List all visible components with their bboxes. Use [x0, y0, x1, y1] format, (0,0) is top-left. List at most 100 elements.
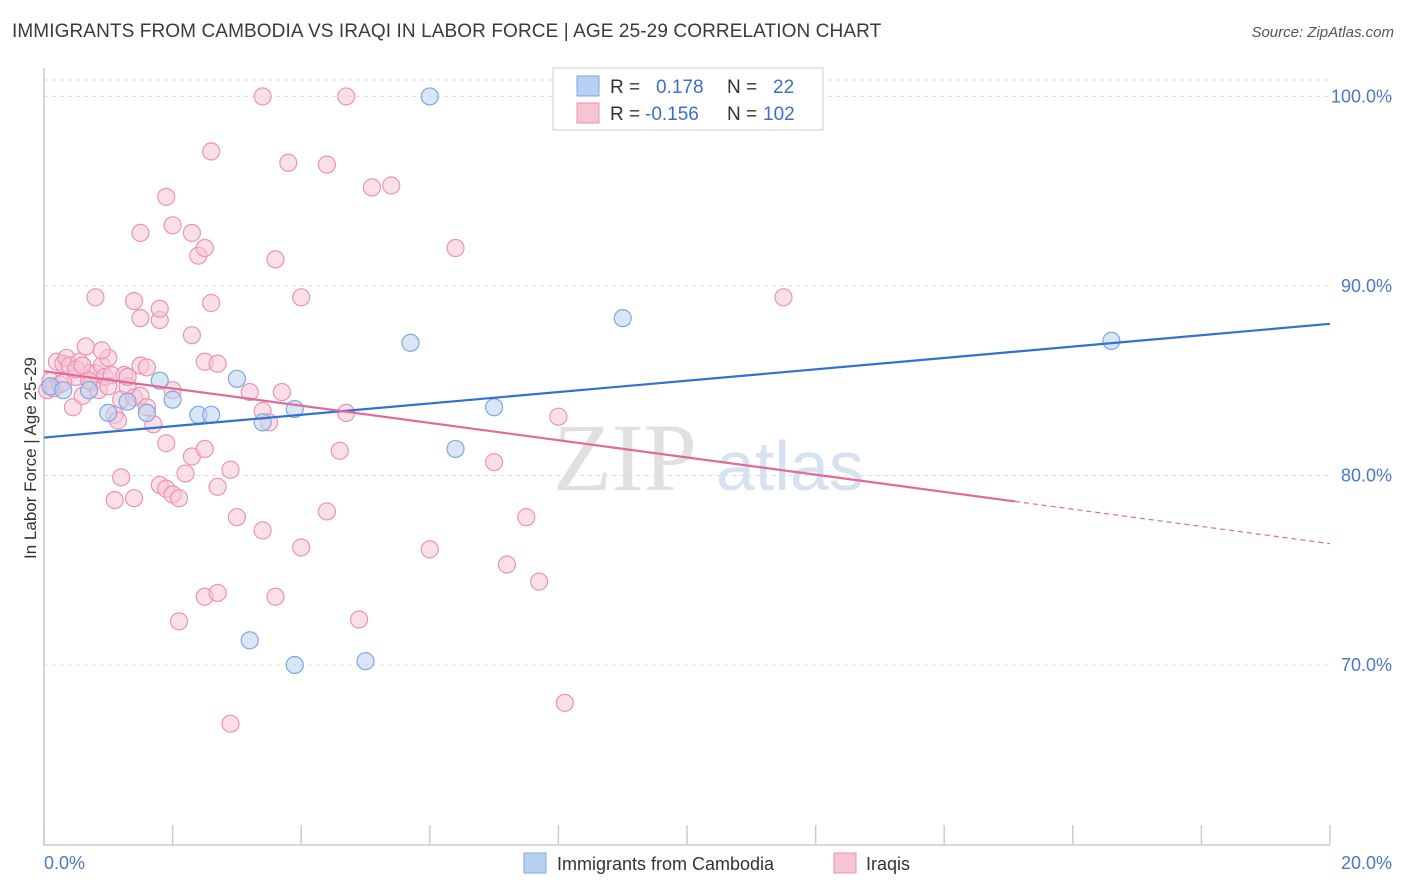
iraqis-point-97: [99, 377, 118, 396]
legend-n-value-iraqis: 102: [763, 104, 795, 125]
iraqis-point-45: [292, 288, 311, 307]
iraqis-point-90: [774, 288, 793, 307]
iraqis-point-82: [349, 610, 369, 629]
chart-title: IMMIGRANTS FROM CAMBODIA VS IRAQI IN LAB…: [12, 21, 882, 42]
iraqis-point-68: [195, 238, 214, 258]
cambodia-point-4: [118, 392, 137, 411]
watermark-atlas: atlas: [716, 427, 864, 505]
iraqis-point-84: [497, 555, 517, 574]
iraqis-trend-line: [43, 370, 1016, 503]
iraqis-point-89: [555, 693, 574, 712]
x-tick-label-max: 20.0%: [1341, 853, 1392, 873]
iraqis-point-86: [530, 572, 549, 591]
iraqis-point-51: [131, 309, 150, 328]
iraqis-point-37: [195, 439, 214, 459]
iraqis-point-74: [382, 176, 401, 195]
iraqis-point-70: [266, 250, 285, 269]
cambodia-point-2: [79, 381, 99, 400]
iraqis-point-59: [124, 489, 144, 508]
iraqis-point-69: [202, 142, 221, 161]
iraqis-point-87: [549, 407, 568, 426]
iraqis-point-40: [227, 508, 246, 527]
iraqis-point-71: [279, 153, 298, 172]
y-tick-label-100: 100.0%: [1331, 86, 1392, 106]
iraqis-point-49: [86, 288, 105, 307]
iraqis-point-62: [208, 354, 227, 373]
cambodia-trend-line: [43, 322, 1331, 439]
legend-r-value-iraqis: -0.156: [645, 104, 699, 125]
legend-n-label-cambodia: N =: [727, 77, 757, 98]
iraqis-point-66: [182, 223, 201, 242]
iraqis-point-64: [157, 187, 176, 206]
cambodia-point-14: [401, 333, 420, 352]
legend-swatch-iraqis: [576, 102, 600, 124]
iraqis-point-75: [446, 238, 465, 258]
iraqis-point-93: [337, 87, 356, 106]
iraqis-point-99: [73, 356, 92, 375]
iraqis-point-77: [266, 587, 285, 606]
iraqis-point-76: [253, 521, 272, 540]
cambodia-point-10: [227, 369, 246, 388]
iraqis-point-72: [317, 155, 337, 174]
iraqis-point-91: [221, 714, 240, 733]
series-iraqis-points: [38, 87, 793, 733]
series-legend: Immigrants from Cambodia Iraqis: [523, 852, 910, 874]
cambodia-point-7: [163, 390, 182, 409]
iraqis-point-39: [221, 460, 240, 479]
iraqis-point-38: [208, 477, 227, 496]
iraqis-point-65: [163, 216, 182, 235]
iraqis-point-96: [92, 341, 111, 360]
trend-lines: [43, 322, 1331, 545]
iraqis-point-54: [182, 326, 201, 345]
cambodia-point-11: [253, 413, 272, 432]
cambodia-point-1: [54, 381, 73, 400]
cambodia-point-13: [420, 87, 439, 106]
stats-legend: R = 0.178 N = 22 R = -0.156 N = 102: [552, 67, 824, 131]
y-tick-label-70: 70.0%: [1341, 655, 1392, 675]
legend-r-value-cambodia: 0.178: [656, 77, 704, 98]
cambodia-point-9: [202, 405, 221, 424]
x-tick-label-min: 0.0%: [44, 853, 85, 873]
cambodia-point-18: [1102, 331, 1121, 350]
legend-swatch-cambodia: [576, 75, 600, 97]
cambodia-point-6: [150, 371, 169, 390]
iraqis-point-94: [137, 358, 156, 377]
iraqis-point-41: [240, 382, 259, 402]
iraqis-point-12: [76, 337, 95, 356]
iraqis-point-53: [150, 299, 169, 318]
iraqis-point-83: [420, 540, 439, 559]
iraqis-point-44: [272, 382, 292, 402]
legend-n-value-cambodia: 22: [773, 77, 794, 98]
cambodia-point-17: [613, 309, 632, 328]
iraqis-point-34: [169, 489, 189, 508]
iraqis-trend-extension: [1014, 500, 1331, 545]
series-cambodia-points: [41, 87, 1121, 675]
legend-r-label-cambodia: R =: [610, 77, 640, 98]
iraqis-point-88: [485, 453, 504, 472]
bottom-legend-swatch-iraqis: [833, 852, 857, 874]
cambodia-point-15: [446, 439, 465, 459]
iraqis-point-58: [105, 490, 124, 510]
iraqis-point-92: [253, 87, 272, 106]
source-credit: Source: ZipAtlas.com: [1251, 24, 1394, 41]
y-tick-label-90: 90.0%: [1341, 276, 1392, 296]
iraqis-point-50: [124, 292, 144, 311]
legend-n-label-iraqis: N =: [727, 104, 757, 125]
cambodia-point-21: [356, 652, 375, 671]
iraqis-point-35: [176, 464, 195, 483]
legend-r-label-iraqis: R =: [610, 104, 640, 125]
cambodia-point-19: [240, 631, 259, 650]
iraqis-point-56: [157, 434, 176, 453]
iraqis-point-78: [292, 538, 311, 557]
cambodia-point-16: [485, 398, 504, 417]
x-ticks: [43, 825, 1331, 845]
iraqis-point-57: [112, 468, 131, 487]
bottom-legend-label-cambodia: Immigrants from Cambodia: [557, 854, 775, 874]
bottom-legend-swatch-cambodia: [523, 852, 547, 874]
iraqis-point-55: [202, 293, 221, 313]
iraqis-point-47: [330, 441, 349, 460]
bottom-legend-label-iraqis: Iraqis: [866, 854, 910, 874]
iraqis-point-81: [169, 612, 189, 631]
watermark-zip: ZIP: [553, 404, 697, 511]
